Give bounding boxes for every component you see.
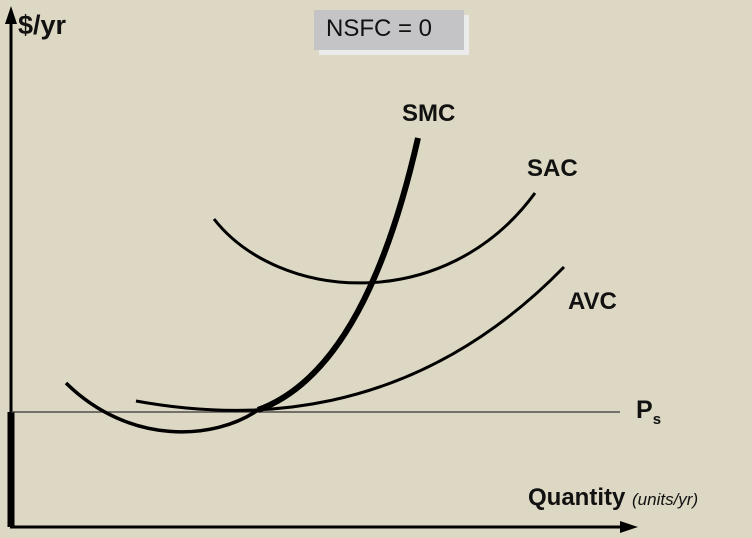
x-axis-label: Quantity (units/yr)	[528, 484, 698, 512]
smc-label: SMC	[402, 100, 456, 127]
x-axis-arrowhead	[620, 521, 638, 533]
sac-label: SAC	[527, 155, 578, 182]
smc-supply-segment	[256, 137, 421, 413]
y-axis-arrowhead	[5, 6, 17, 24]
avc-label: AVC	[568, 288, 617, 315]
price-label-main: P	[636, 396, 653, 424]
y-axis-label: $/yr	[18, 10, 67, 40]
price-label: Ps	[636, 396, 661, 428]
nsfc-note-text: NSFC = 0	[326, 15, 433, 42]
sac-curve	[212, 192, 537, 285]
nsfc-note-box: NSFC = 0	[314, 10, 464, 50]
x-axis-title: Quantity	[528, 484, 626, 511]
x-axis-units: (units/yr)	[632, 490, 699, 509]
smc-curve	[64, 137, 420, 434]
price-label-subscript: s	[652, 411, 662, 428]
avc-curve	[135, 265, 566, 412]
